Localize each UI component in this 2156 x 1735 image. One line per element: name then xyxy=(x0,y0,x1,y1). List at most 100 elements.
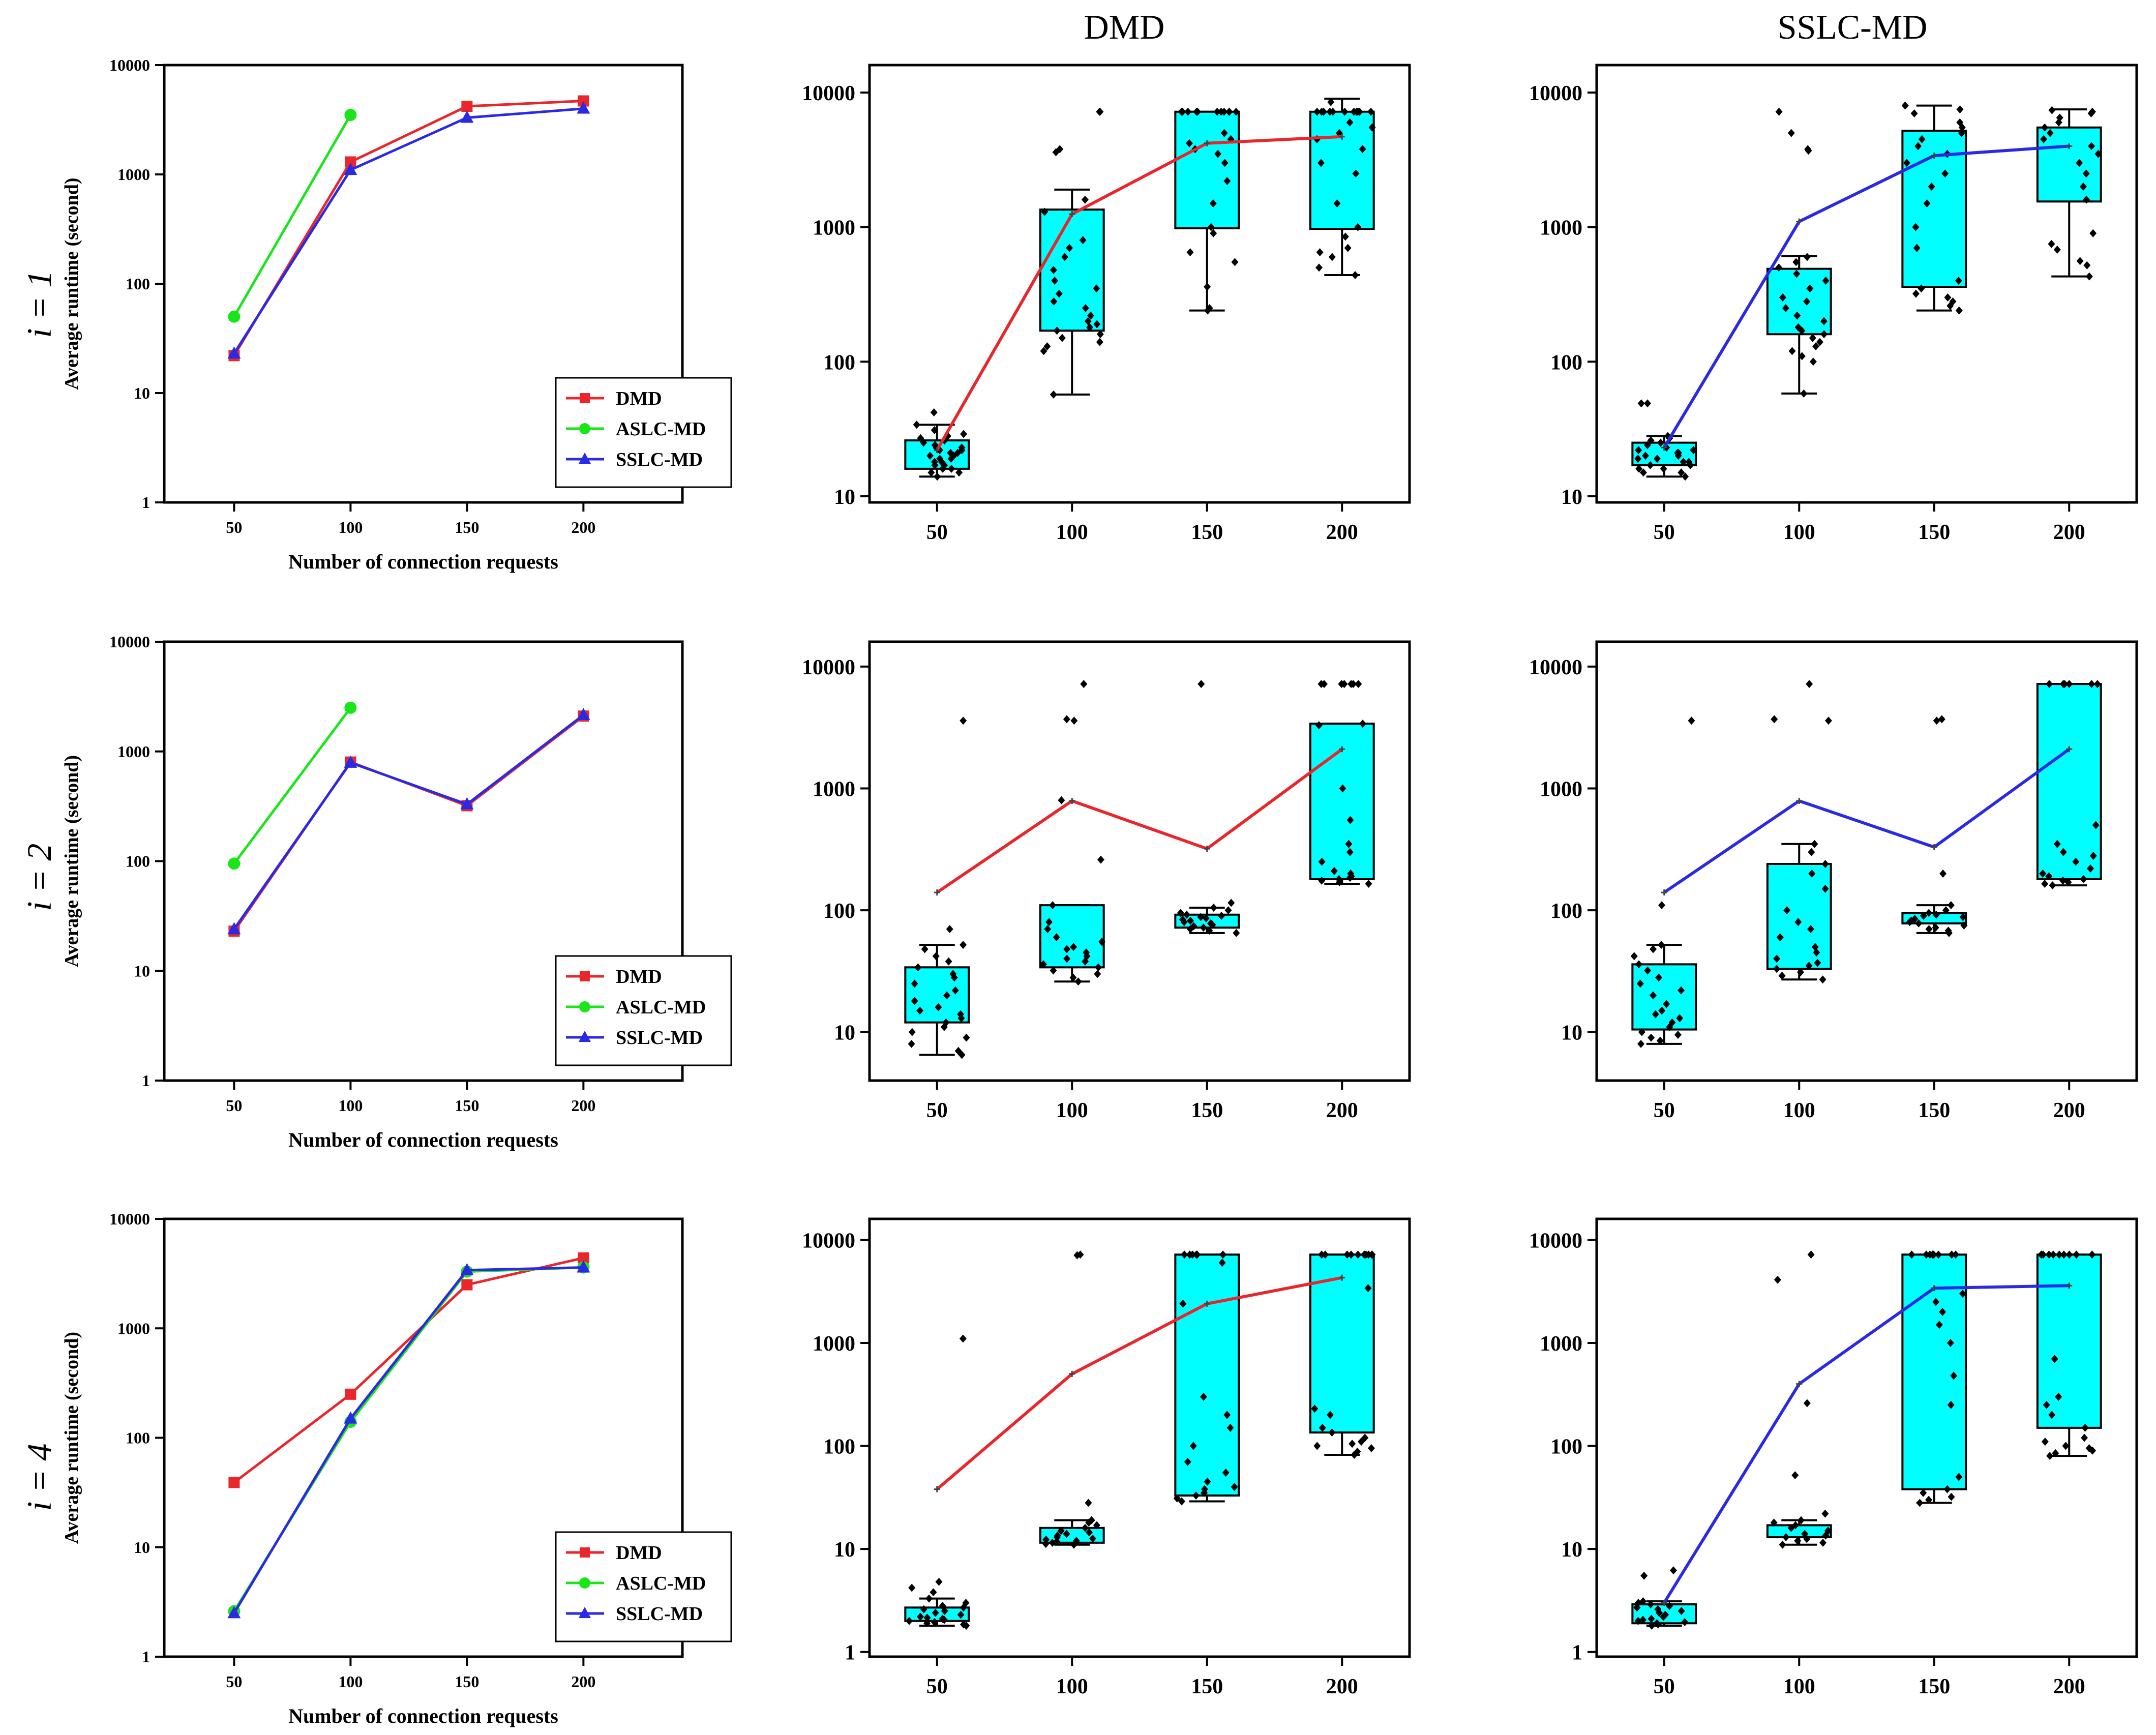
mean-marker xyxy=(2066,143,2073,149)
data-point xyxy=(1189,1250,1196,1259)
y-tick-label: 10 xyxy=(1561,1022,1582,1045)
series-marker-sslc-md xyxy=(577,708,590,721)
data-point xyxy=(1948,1492,1955,1501)
data-point xyxy=(1224,906,1232,915)
data-point xyxy=(1201,1485,1209,1493)
chart-line-i2: 1 10 100 1000 10000 50 100 150 200 Number of conn… xyxy=(61,633,732,1151)
legend-marker-sslc-md xyxy=(579,1031,591,1042)
data-point xyxy=(1774,1275,1781,1284)
legend: DMD ASLC-MD SSLC-MD xyxy=(555,1531,732,1642)
x-tick-label: 200 xyxy=(571,1096,595,1115)
box-50 xyxy=(904,408,970,481)
data-point xyxy=(932,1608,939,1617)
box-iqr xyxy=(1174,1253,1240,1497)
legend-label: DMD xyxy=(616,966,662,988)
data-point xyxy=(1317,159,1325,167)
series-line-sslc-md xyxy=(233,107,584,354)
data-point xyxy=(1218,912,1225,920)
series-marker-sslc-md xyxy=(344,163,357,175)
data-point xyxy=(1315,721,1323,730)
y-tick-label: 10 xyxy=(834,1022,855,1045)
series-marker-dmd xyxy=(461,101,473,112)
data-point xyxy=(931,426,938,434)
data-point xyxy=(1812,342,1819,351)
y-tick-label: 100 xyxy=(1550,1435,1582,1459)
box-iqr xyxy=(2036,683,2102,880)
data-point xyxy=(1179,915,1186,924)
data-point xyxy=(1660,464,1667,473)
data-point xyxy=(957,1010,965,1019)
series-marker-dmd xyxy=(345,156,356,168)
data-point xyxy=(1783,906,1791,915)
data-point xyxy=(1770,1518,1778,1527)
data-point xyxy=(1206,926,1213,935)
series-marker-dmd xyxy=(461,1279,473,1291)
data-point xyxy=(1054,1531,1061,1540)
data-point xyxy=(2041,123,2049,132)
data-point xyxy=(1958,129,1965,137)
data-point xyxy=(1051,276,1059,285)
data-point xyxy=(1086,1528,1093,1537)
series-marker-dmd xyxy=(578,1252,589,1264)
data-point xyxy=(2072,857,2080,866)
data-point xyxy=(946,925,953,934)
box-iqr xyxy=(1174,110,1240,229)
data-point xyxy=(1916,1499,1924,1507)
data-point xyxy=(1918,135,1926,143)
legend-marker-dmd xyxy=(580,971,590,981)
data-point xyxy=(1179,107,1186,116)
box-200 xyxy=(1309,98,1376,279)
box-200 xyxy=(1309,1250,1376,1459)
data-point xyxy=(1794,1537,1802,1545)
data-point xyxy=(1782,1533,1790,1542)
data-point xyxy=(1056,145,1064,154)
series-marker-sslc-md xyxy=(577,101,590,114)
series-marker-dmd xyxy=(578,95,589,107)
data-point xyxy=(2049,1250,2057,1259)
data-point xyxy=(1639,1597,1647,1606)
row-label-i2: i = 2 xyxy=(20,844,58,911)
data-point xyxy=(1039,960,1047,969)
data-point xyxy=(1197,913,1205,921)
box-100 xyxy=(1766,680,1832,984)
x-tick-label: 50 xyxy=(926,521,948,544)
x-tick-label: 150 xyxy=(1191,1099,1223,1122)
box-iqr xyxy=(1631,963,1697,1031)
data-point xyxy=(1186,916,1194,925)
data-point xyxy=(1193,1250,1201,1259)
data-point xyxy=(1804,145,1812,154)
data-point xyxy=(1639,468,1647,477)
data-point xyxy=(1368,1250,1375,1259)
data-point xyxy=(1663,1000,1670,1008)
data-point xyxy=(1794,323,1802,332)
data-point xyxy=(1903,159,1910,167)
data-point xyxy=(1218,1259,1226,1267)
data-point xyxy=(2081,1423,2089,1432)
data-point xyxy=(1653,1619,1661,1628)
series-marker-aslc-md xyxy=(344,109,357,122)
data-point xyxy=(1329,107,1337,116)
data-point xyxy=(1055,289,1063,298)
mean-marker xyxy=(1661,889,1667,896)
data-point xyxy=(1326,1411,1334,1419)
data-point xyxy=(1223,1411,1231,1419)
y-axis-title: Average runtime (second) xyxy=(61,1332,82,1544)
box-200 xyxy=(2036,680,2102,890)
data-point xyxy=(1955,1473,1963,1481)
data-point xyxy=(1200,1392,1207,1401)
data-point xyxy=(932,952,940,961)
data-point xyxy=(931,1618,938,1626)
data-point xyxy=(908,1028,916,1036)
data-point xyxy=(1227,899,1235,907)
data-point xyxy=(1318,876,1326,885)
data-point xyxy=(2079,182,2087,191)
y-tick-label: 10000 xyxy=(802,1229,855,1252)
box-100 xyxy=(1766,107,1832,398)
data-point xyxy=(1096,107,1104,116)
data-point xyxy=(2076,159,2083,167)
data-point xyxy=(1317,680,1325,689)
data-point xyxy=(1674,448,1682,457)
data-point xyxy=(1335,875,1343,883)
data-point xyxy=(1949,297,1957,306)
data-point xyxy=(1914,142,1922,151)
